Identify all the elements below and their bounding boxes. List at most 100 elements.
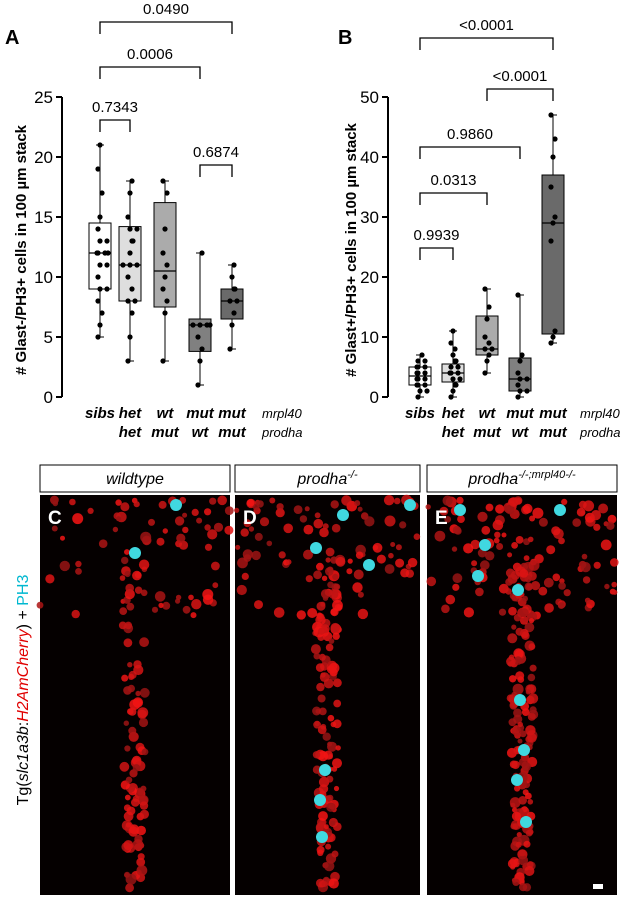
cell <box>525 725 536 736</box>
panel-letter: E <box>435 508 448 529</box>
significance-bracket <box>419 247 454 260</box>
cell <box>129 824 140 835</box>
cell <box>515 627 524 636</box>
data-point <box>99 310 105 316</box>
cell <box>509 797 521 808</box>
cell <box>304 506 310 512</box>
cell <box>314 512 321 519</box>
cell <box>335 556 346 567</box>
cell <box>112 526 119 533</box>
cell <box>121 674 129 682</box>
cell <box>517 676 525 683</box>
cell <box>204 508 212 516</box>
p-value: 0.0490 <box>143 1 189 18</box>
significance-bracket <box>99 66 201 79</box>
cell <box>316 601 326 611</box>
cell <box>137 788 145 796</box>
cell <box>505 578 513 586</box>
cell <box>519 883 528 892</box>
ph3-cell <box>337 509 349 521</box>
cell <box>314 720 320 727</box>
cell <box>413 533 421 540</box>
side-label-part: ) <box>15 624 32 629</box>
data-point <box>199 250 205 256</box>
cell <box>72 513 84 525</box>
cell <box>506 656 516 667</box>
cell <box>524 866 535 876</box>
cell <box>125 776 133 784</box>
cell <box>158 602 164 609</box>
cell <box>310 644 321 655</box>
cell <box>52 500 59 507</box>
cell <box>191 599 202 610</box>
cell <box>607 514 617 524</box>
cell <box>243 519 252 528</box>
row-label: mrpl40 <box>262 406 303 421</box>
cell <box>612 589 618 595</box>
cell <box>259 517 270 527</box>
cell <box>190 612 197 619</box>
cell <box>347 558 353 564</box>
cell <box>182 605 191 614</box>
cell <box>328 638 335 644</box>
cell <box>330 500 339 509</box>
cell <box>444 516 452 523</box>
cell <box>538 586 548 596</box>
data-point <box>450 352 456 358</box>
data-point <box>104 286 110 292</box>
ph3-cell <box>554 504 566 516</box>
data-point <box>127 226 133 232</box>
data-point <box>129 286 135 292</box>
cell <box>313 518 324 529</box>
data-point <box>197 358 203 364</box>
data-point <box>134 226 140 232</box>
panel-title: prodha-/- <box>296 469 358 488</box>
cell <box>388 552 394 559</box>
box <box>88 222 112 290</box>
cell <box>515 841 522 848</box>
cell <box>471 560 478 567</box>
cell <box>563 589 571 597</box>
cell <box>501 532 507 538</box>
significance-bracket <box>99 119 131 132</box>
cell <box>127 662 133 668</box>
cell <box>357 506 363 512</box>
data-point <box>207 322 213 328</box>
x-tick-label: mut <box>539 424 568 441</box>
cell <box>509 675 517 683</box>
cell <box>519 608 529 618</box>
data-point <box>104 238 110 244</box>
cell <box>131 798 140 807</box>
cell <box>590 509 602 521</box>
cell <box>551 526 561 536</box>
data-point <box>227 346 233 352</box>
significance-bracket <box>419 192 488 205</box>
cell <box>332 758 342 769</box>
cell <box>513 714 523 724</box>
cell <box>51 525 58 532</box>
cell <box>327 714 335 722</box>
cell <box>115 499 122 506</box>
cell <box>71 609 80 619</box>
panel-letter: D <box>243 508 257 529</box>
cell <box>317 694 326 703</box>
data-point <box>231 262 237 268</box>
cell <box>519 849 526 857</box>
panel-header <box>426 464 618 493</box>
cell <box>235 544 241 550</box>
cell <box>60 535 65 541</box>
cell <box>528 643 536 650</box>
cell <box>452 525 461 535</box>
cell <box>240 528 249 537</box>
cell <box>140 531 152 543</box>
x-tick-label: mut <box>151 424 180 441</box>
cell <box>354 500 361 507</box>
cell <box>196 517 203 524</box>
cell <box>451 546 458 552</box>
cell <box>480 560 490 570</box>
x-tick-label: wt <box>192 424 210 441</box>
cell <box>136 857 146 867</box>
data-point <box>448 394 454 400</box>
cell <box>513 708 522 718</box>
cell <box>128 726 137 735</box>
